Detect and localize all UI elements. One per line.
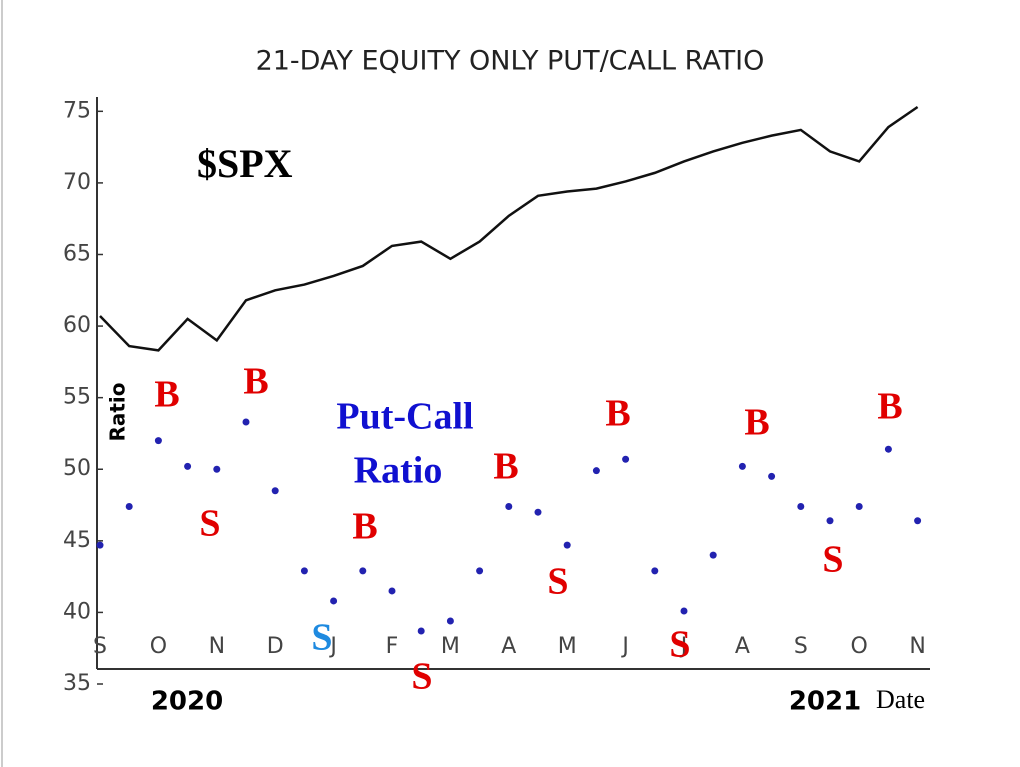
x-tick-label: J <box>328 634 337 659</box>
signal-label: B <box>243 361 268 403</box>
y-tick-label: 65 <box>63 241 91 266</box>
signal-label: S <box>411 656 432 698</box>
y-tick-label: 75 <box>63 98 91 123</box>
data-point <box>388 587 396 595</box>
y-tick-label: 35 <box>63 671 91 696</box>
data-point <box>534 508 542 516</box>
data-point <box>884 445 892 453</box>
data-point <box>446 617 454 625</box>
signal-label: S <box>311 617 332 659</box>
x-tick-label: N <box>209 634 225 659</box>
data-point <box>914 517 922 525</box>
x-tick-label: M <box>558 634 577 659</box>
signal-label: S <box>547 561 568 603</box>
x-tick-label: S <box>93 634 107 659</box>
y-tick-label: 70 <box>63 170 91 195</box>
data-point <box>505 502 513 510</box>
x-tick-label: A <box>735 634 750 659</box>
x-tick-label: D <box>267 634 284 659</box>
data-point <box>359 567 367 575</box>
year-label: 2021 <box>789 687 861 717</box>
pcr-annotation: Ratio <box>354 450 443 492</box>
data-point <box>96 541 104 549</box>
data-point <box>709 551 717 559</box>
data-point <box>271 487 279 495</box>
y-tick-label: 45 <box>63 528 91 553</box>
y-tick-label: 50 <box>63 456 91 481</box>
y-tick-label: 40 <box>63 599 91 624</box>
data-point <box>738 462 746 470</box>
data-point <box>330 597 338 605</box>
spx-annotation: $SPX <box>197 141 293 186</box>
data-point <box>125 502 133 510</box>
signal-label: B <box>877 386 902 428</box>
x-tick-label: J <box>679 634 688 659</box>
series-line <box>99 105 919 352</box>
data-point <box>154 437 162 445</box>
data-point <box>300 567 308 575</box>
x-axis-label: Date <box>876 685 925 714</box>
data-point <box>476 567 484 575</box>
data-point <box>768 472 776 480</box>
x-tick-label: O <box>851 634 868 659</box>
x-tick-label: S <box>794 634 808 659</box>
data-point <box>651 567 659 575</box>
signal-label: B <box>352 506 377 548</box>
data-point <box>622 455 630 463</box>
signal-label: S <box>199 503 220 545</box>
data-point <box>563 541 571 549</box>
x-tick-label: M <box>441 634 460 659</box>
x-tick-label: A <box>501 634 516 659</box>
y-tick-label: 60 <box>63 313 91 338</box>
data-point <box>213 465 221 473</box>
signal-label: B <box>605 393 630 435</box>
data-point <box>417 627 425 635</box>
x-tick-label: F <box>386 634 399 659</box>
year-label: 2020 <box>151 687 223 717</box>
data-point <box>242 418 250 426</box>
signal-label: B <box>493 446 518 488</box>
pcr-annotation: Put-Call <box>336 396 473 438</box>
signal-label: B <box>744 402 769 444</box>
signal-label: S <box>822 539 843 581</box>
x-tick-label: O <box>150 634 167 659</box>
x-tick-label: J <box>620 634 629 659</box>
chart-title: 21-DAY EQUITY ONLY PUT/CALL RATIO <box>256 46 765 77</box>
y-axis-label: Ratio <box>106 382 130 441</box>
signal-label: B <box>154 374 179 416</box>
y-tick-label: 55 <box>63 385 91 410</box>
data-point <box>855 502 863 510</box>
data-point <box>797 502 805 510</box>
data-point <box>826 517 834 525</box>
signal-label: S <box>669 624 690 666</box>
data-point <box>680 607 688 615</box>
data-point <box>592 467 600 475</box>
data-point <box>184 462 192 470</box>
x-tick-label: N <box>909 634 925 659</box>
